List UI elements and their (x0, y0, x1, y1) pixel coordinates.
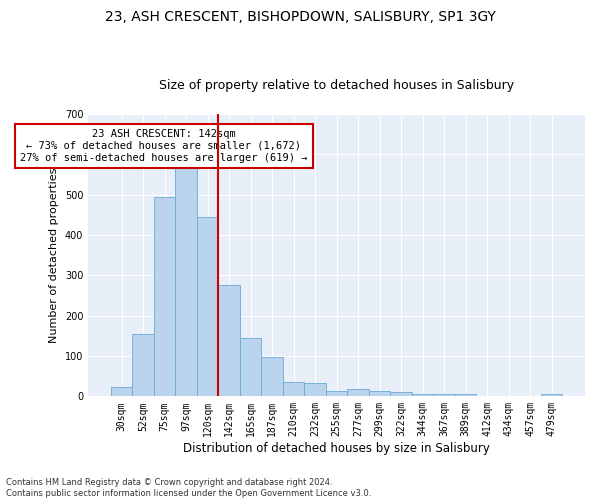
Bar (455, 394, 476, 396)
Bar (283, 382, 304, 396)
Bar (240, 338, 262, 396)
Bar (111, 388, 133, 396)
Title: Size of property relative to detached houses in Salisbury: Size of property relative to detached ho… (159, 79, 514, 92)
Bar (391, 392, 412, 396)
Bar (304, 384, 326, 396)
Bar (175, 167, 197, 396)
Bar (133, 334, 154, 396)
Bar (154, 196, 175, 396)
Bar (541, 394, 562, 396)
Y-axis label: Number of detached properties: Number of detached properties (49, 168, 59, 343)
Bar (347, 389, 369, 396)
Text: 23 ASH CRESCENT: 142sqm
← 73% of detached houses are smaller (1,672)
27% of semi: 23 ASH CRESCENT: 142sqm ← 73% of detache… (20, 130, 307, 162)
Bar (197, 217, 218, 396)
Bar (326, 390, 347, 396)
Text: Contains HM Land Registry data © Crown copyright and database right 2024.
Contai: Contains HM Land Registry data © Crown c… (6, 478, 371, 498)
X-axis label: Distribution of detached houses by size in Salisbury: Distribution of detached houses by size … (183, 442, 490, 455)
Bar (218, 286, 240, 397)
Bar (369, 392, 391, 396)
Bar (412, 394, 433, 396)
Bar (433, 394, 455, 396)
Text: 23, ASH CRESCENT, BISHOPDOWN, SALISBURY, SP1 3GY: 23, ASH CRESCENT, BISHOPDOWN, SALISBURY,… (104, 10, 496, 24)
Bar (262, 357, 283, 397)
